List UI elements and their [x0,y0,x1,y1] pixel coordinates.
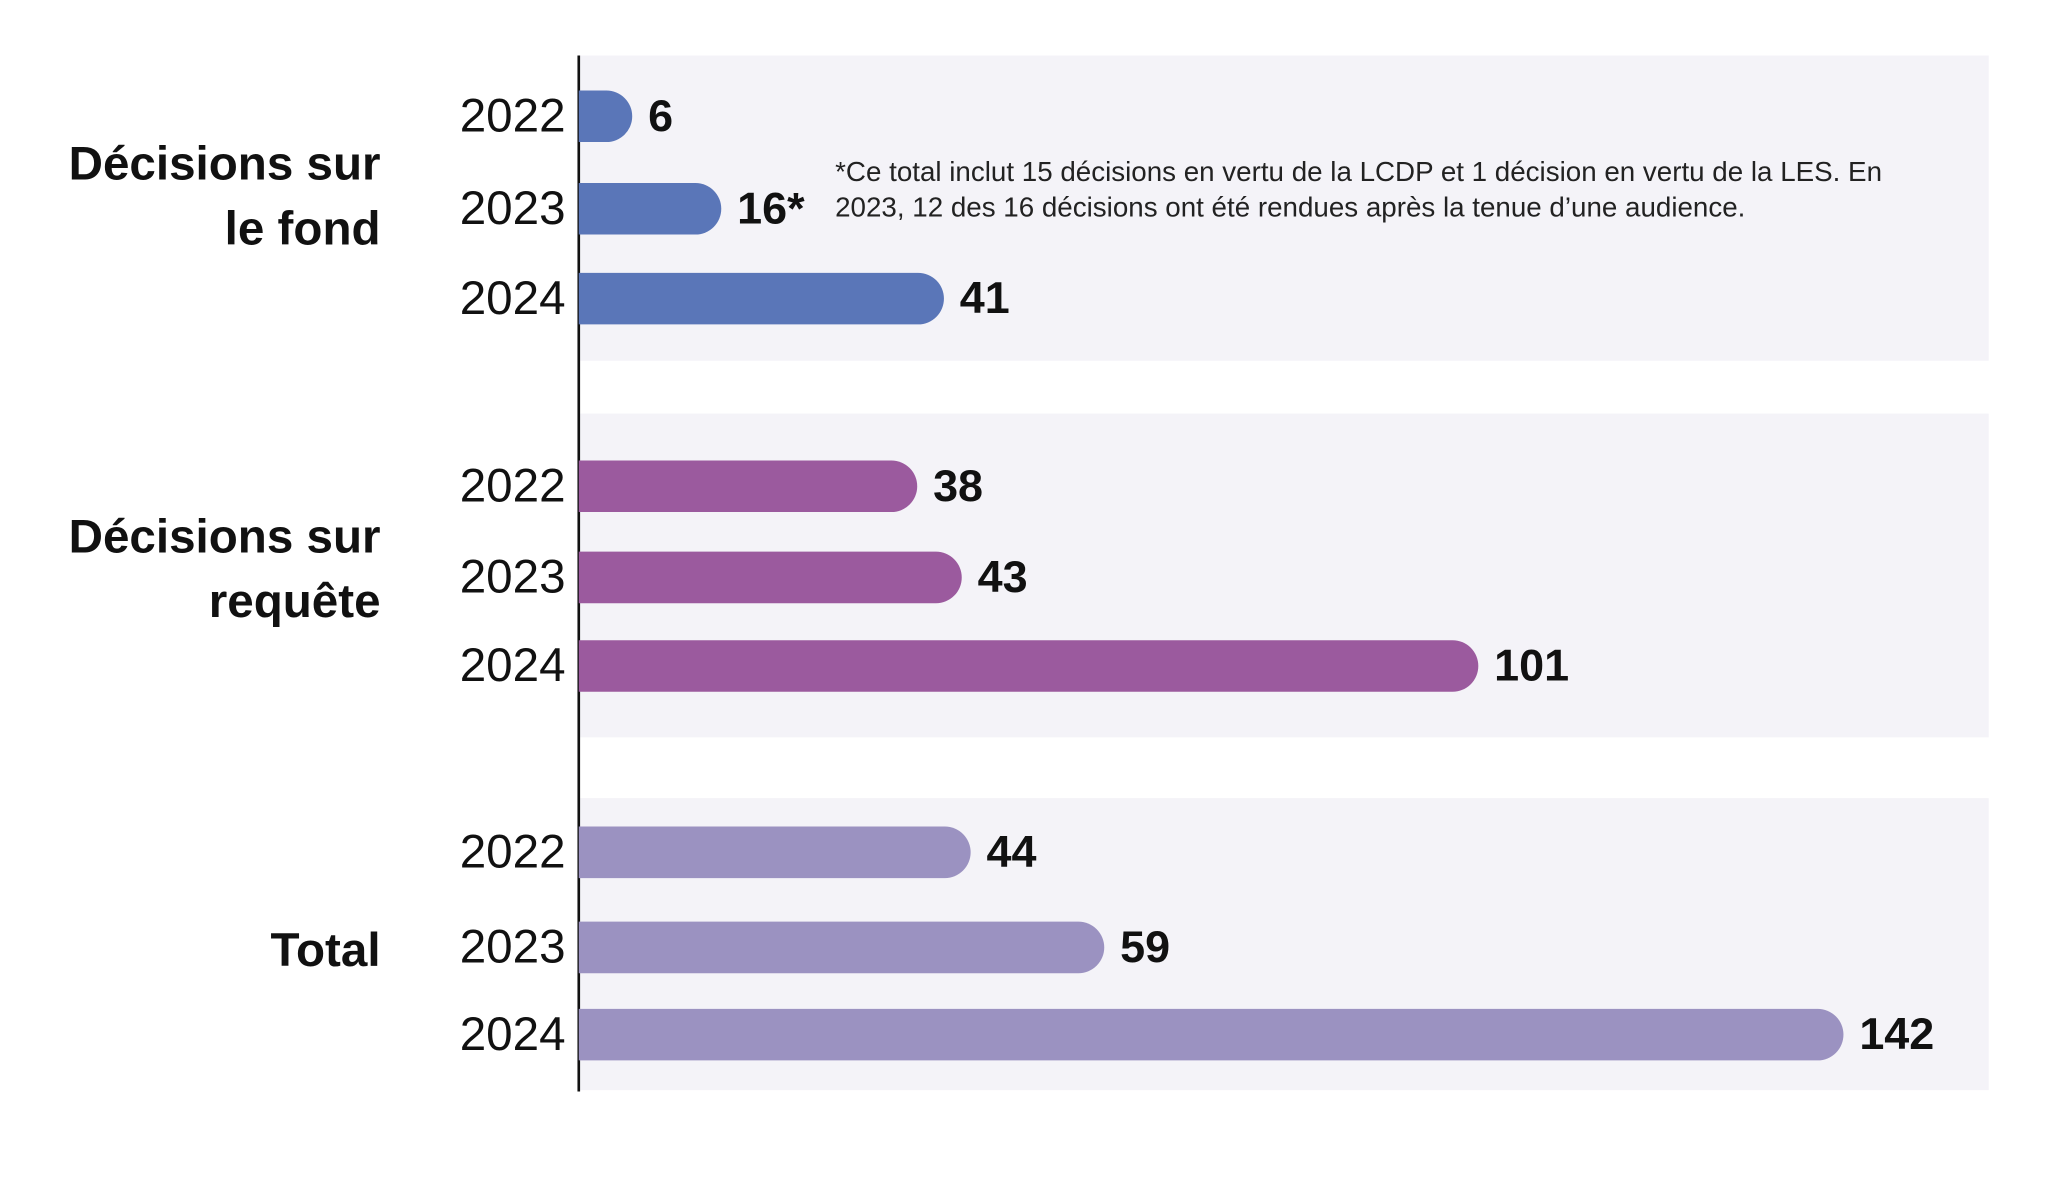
data-label: 16* [737,182,805,233]
data-label: 43 [978,551,1028,602]
bar [578,1008,1844,1061]
bar [578,826,971,879]
bar [578,551,962,604]
y-tick-label: 2023 [460,182,566,235]
bar [578,272,944,325]
data-label: 44 [987,826,1037,877]
bar [578,183,722,235]
y-tick-label: 2024 [460,1008,566,1061]
y-tick-label: 2023 [460,921,566,974]
group-label: Total [270,921,381,976]
y-tick-label: 2024 [460,639,566,692]
data-label: 142 [1859,1008,1934,1059]
y-tick-label: 2022 [460,89,566,142]
bar [578,921,1105,974]
data-label: 41 [960,272,1010,323]
y-tick-label: 2022 [460,459,566,512]
bar [578,460,918,513]
y-tick-label: 2023 [460,551,566,604]
y-tick-label: 2022 [460,826,566,879]
data-label: 38 [933,460,983,511]
group-label: Décisions sur le fond [68,136,381,256]
bar [578,640,1479,692]
data-label: 101 [1494,639,1569,690]
annotation: *Ce total inclut 15 décisions en vertu d… [835,157,1883,224]
data-label: 6 [648,90,673,141]
group-label: Décisions sur requête [68,508,381,628]
bar [578,90,633,143]
y-tick-label: 2024 [460,272,566,325]
data-label: 59 [1120,921,1170,972]
